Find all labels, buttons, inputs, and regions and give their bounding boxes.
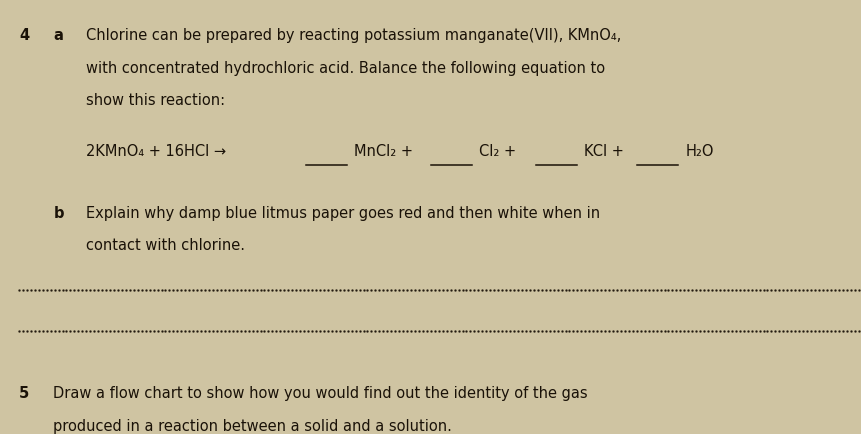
Text: 5: 5 — [19, 386, 29, 401]
Text: 4: 4 — [19, 28, 29, 43]
Text: Draw a flow chart to show how you would find out the identity of the gas: Draw a flow chart to show how you would … — [53, 386, 588, 401]
Text: produced in a reaction between a solid and a solution.: produced in a reaction between a solid a… — [53, 419, 452, 434]
Text: KCl +: KCl + — [584, 144, 623, 159]
Text: 2KMnO₄ + 16HCl →: 2KMnO₄ + 16HCl → — [86, 144, 226, 159]
Text: MnCl₂ +: MnCl₂ + — [354, 144, 413, 159]
Text: b: b — [53, 206, 64, 220]
Text: Explain why damp blue litmus paper goes red and then white when in: Explain why damp blue litmus paper goes … — [86, 206, 600, 220]
Text: a: a — [53, 28, 63, 43]
Text: Chlorine can be prepared by reacting potassium manganate(VII), KMnO₄,: Chlorine can be prepared by reacting pot… — [86, 28, 622, 43]
Text: Cl₂ +: Cl₂ + — [479, 144, 516, 159]
Text: with concentrated hydrochloric acid. Balance the following equation to: with concentrated hydrochloric acid. Bal… — [86, 61, 605, 76]
Text: contact with chlorine.: contact with chlorine. — [86, 238, 245, 253]
Text: H₂O: H₂O — [685, 144, 714, 159]
Text: show this reaction:: show this reaction: — [86, 93, 226, 108]
